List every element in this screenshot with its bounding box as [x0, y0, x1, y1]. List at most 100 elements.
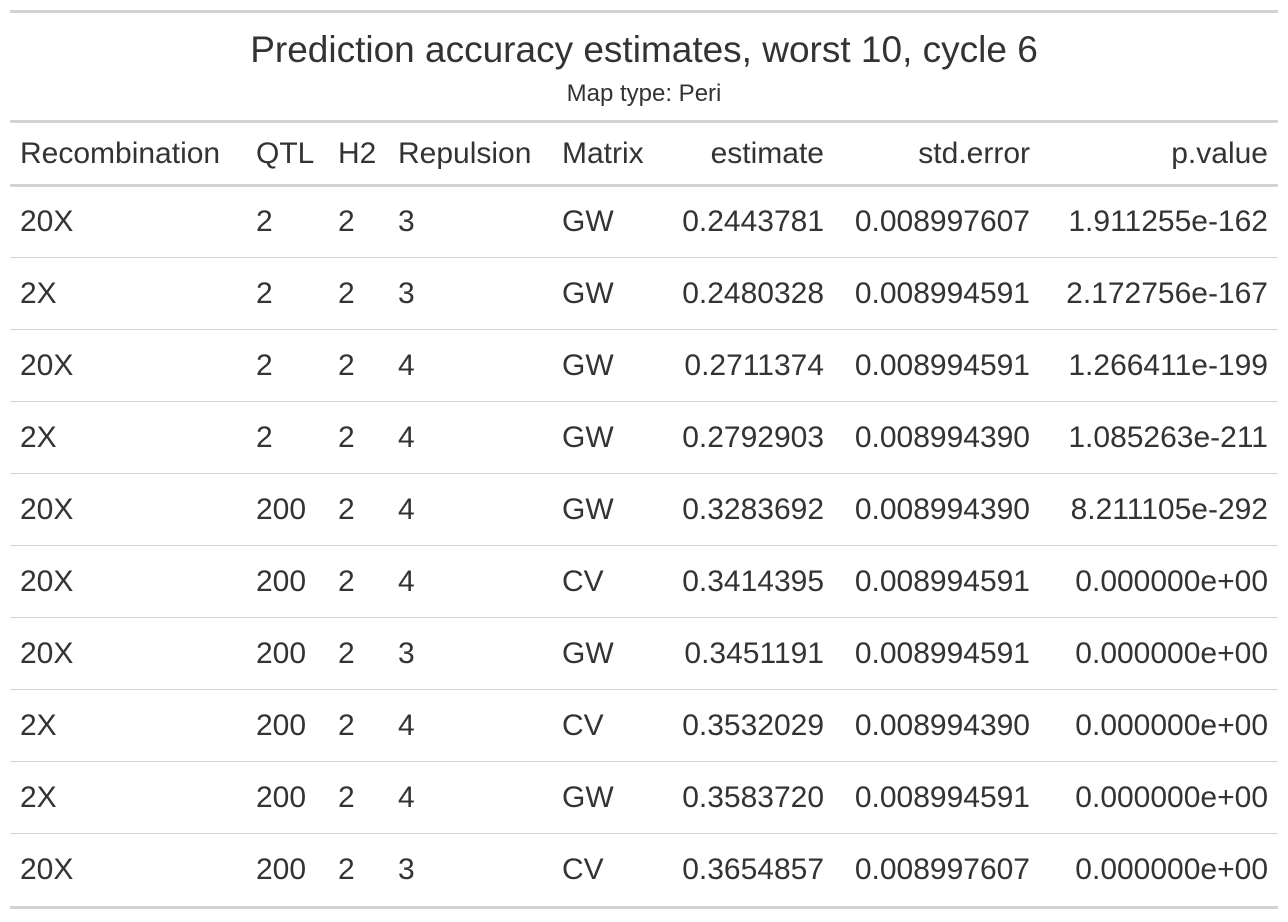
std-error-cell: 0.008994591: [854, 276, 1030, 310]
col-header-std-error: std.error: [918, 136, 1030, 170]
std-error-cell: 0.008997607: [854, 205, 1030, 238]
table-row: 20X 200 2 4 CV 0.3414395 0.008994591 0.000000e+…: [10, 545, 1278, 618]
repulsion-cell: 4: [398, 708, 415, 742]
std-error-cell: 0.008994390: [854, 492, 1030, 526]
h2-cell: 2: [338, 636, 355, 670]
table-row: 2X 200 2 4 GW 0.3583720 0.008994591 0.000000e+0…: [10, 761, 1278, 834]
table-row: 20X 200 2 4 GW 0.3283692 0.008994390 8.211105e-…: [10, 473, 1278, 546]
recombination-cell: 20X: [20, 852, 74, 886]
h2-cell: 2: [338, 708, 355, 742]
recombination-cell: 20X: [20, 636, 74, 670]
recombination-cell: 2X: [20, 276, 57, 310]
h2-cell: 2: [338, 420, 355, 454]
repulsion-cell: 4: [398, 780, 415, 814]
qtl-cell: 200: [256, 852, 307, 886]
std-error-cell: 0.008997607: [854, 852, 1030, 886]
table-body: 20X 2 2 3 GW 0.2443781 0.008997607 1.911255e-16…: [10, 186, 1278, 906]
col-header-matrix: Matrix: [562, 136, 644, 170]
qtl-cell: 200: [256, 636, 307, 670]
recombination-cell: 20X: [20, 492, 74, 526]
std-error-cell: 0.008994390: [854, 708, 1030, 742]
col-header-recombination: Recombination: [20, 136, 221, 170]
std-error-cell: 0.008994591: [854, 348, 1030, 382]
repulsion-cell: 4: [398, 564, 415, 598]
p-value-cell: 2.172756e-167: [1066, 276, 1268, 310]
col-header-p-value: p.value: [1171, 136, 1268, 170]
table-row: 2X 200 2 4 CV 0.3532029 0.008994390 0.000000e+0…: [10, 689, 1278, 762]
top-rule: [10, 10, 1278, 13]
h2-cell: 2: [338, 205, 355, 238]
estimate-cell: 0.3451191: [684, 636, 824, 670]
estimate-cell: 0.2711374: [684, 348, 824, 382]
estimate-cell: 0.2443781: [682, 205, 824, 238]
std-error-cell: 0.008994390: [854, 420, 1030, 454]
estimate-cell: 0.3414395: [682, 564, 824, 598]
col-header-h2: H2: [338, 136, 377, 170]
col-header-estimate: estimate: [710, 136, 824, 170]
matrix-cell: GW: [562, 636, 614, 670]
estimate-cell: 0.2792903: [682, 420, 824, 454]
recombination-cell: 20X: [20, 348, 74, 382]
repulsion-cell: 3: [398, 276, 415, 310]
matrix-cell: CV: [562, 708, 604, 742]
p-value-cell: 1.266411e-199: [1068, 348, 1268, 382]
p-value-cell: 0.000000e+00: [1075, 852, 1268, 886]
table-row: 20X 2 2 4 GW 0.2711374 0.008994591 1.266411e-19…: [10, 329, 1278, 402]
p-value-cell: 0.000000e+00: [1075, 564, 1268, 598]
table-row: 2X 2 2 4 GW 0.2792903 0.008994390 1.085263e-211: [10, 401, 1278, 474]
h2-cell: 2: [338, 276, 355, 310]
matrix-cell: GW: [562, 276, 614, 310]
p-value-cell: 0.000000e+00: [1075, 708, 1268, 742]
header-row: Recombination QTL H2 Repulsion Matrix es…: [10, 123, 1278, 186]
bottom-rule: [10, 905, 1278, 909]
table-subtitle: Map type: Peri: [566, 80, 722, 107]
std-error-cell: 0.008994591: [854, 780, 1030, 814]
table-row: 2X 2 2 3 GW 0.2480328 0.008994591 2.172756e-167: [10, 257, 1278, 330]
p-value-cell: 1.911255e-162: [1068, 205, 1268, 238]
matrix-cell: GW: [562, 205, 614, 238]
h2-cell: 2: [338, 852, 355, 886]
qtl-cell: 200: [256, 780, 307, 814]
std-error-cell: 0.008994591: [854, 636, 1030, 670]
estimate-cell: 0.3283692: [682, 492, 824, 526]
matrix-cell: GW: [562, 348, 614, 382]
table-title: Prediction accuracy estimates, worst 10,…: [250, 29, 1038, 70]
col-header-repulsion: Repulsion: [398, 136, 532, 170]
repulsion-cell: 3: [398, 852, 415, 886]
h2-cell: 2: [338, 348, 355, 382]
qtl-cell: 2: [256, 348, 273, 382]
table-row: 20X 200 2 3 GW 0.3451191 0.008994591 0.000000e+…: [10, 617, 1278, 690]
estimate-cell: 0.3532029: [682, 708, 824, 742]
repulsion-cell: 4: [398, 348, 415, 382]
repulsion-cell: 4: [398, 492, 415, 526]
qtl-cell: 2: [256, 420, 273, 454]
recombination-cell: 2X: [20, 780, 57, 814]
recombination-cell: 2X: [20, 708, 57, 742]
table-row: 20X 200 2 3 CV 0.3654857 0.008997607 0.000000e+…: [10, 833, 1278, 906]
p-value-cell: 0.000000e+00: [1075, 780, 1268, 814]
qtl-cell: 200: [256, 708, 307, 742]
h2-cell: 2: [338, 564, 355, 598]
qtl-cell: 200: [256, 564, 307, 598]
repulsion-cell: 4: [398, 420, 415, 454]
p-value-cell: 8.211105e-292: [1070, 492, 1268, 526]
p-value-cell: 0.000000e+00: [1075, 636, 1268, 670]
matrix-cell: CV: [562, 852, 604, 886]
estimate-cell: 0.3654857: [682, 852, 824, 886]
h2-cell: 2: [338, 780, 355, 814]
matrix-cell: CV: [562, 564, 604, 598]
recombination-cell: 2X: [20, 420, 57, 454]
col-header-qtl: QTL: [256, 136, 315, 170]
header-rule: [10, 120, 1278, 123]
qtl-cell: 2: [256, 276, 273, 310]
estimate-cell: 0.3583720: [682, 780, 824, 814]
recombination-cell: 20X: [20, 205, 74, 238]
results-table-container: Prediction accuracy estimates, worst 10,…: [10, 10, 1278, 909]
h2-cell: 2: [338, 492, 355, 526]
recombination-cell: 20X: [20, 564, 74, 598]
std-error-cell: 0.008994591: [854, 564, 1030, 598]
matrix-cell: GW: [562, 420, 614, 454]
matrix-cell: GW: [562, 492, 614, 526]
matrix-cell: GW: [562, 780, 614, 814]
results-table: Recombination QTL H2 Repulsion Matrix es…: [10, 123, 1278, 906]
